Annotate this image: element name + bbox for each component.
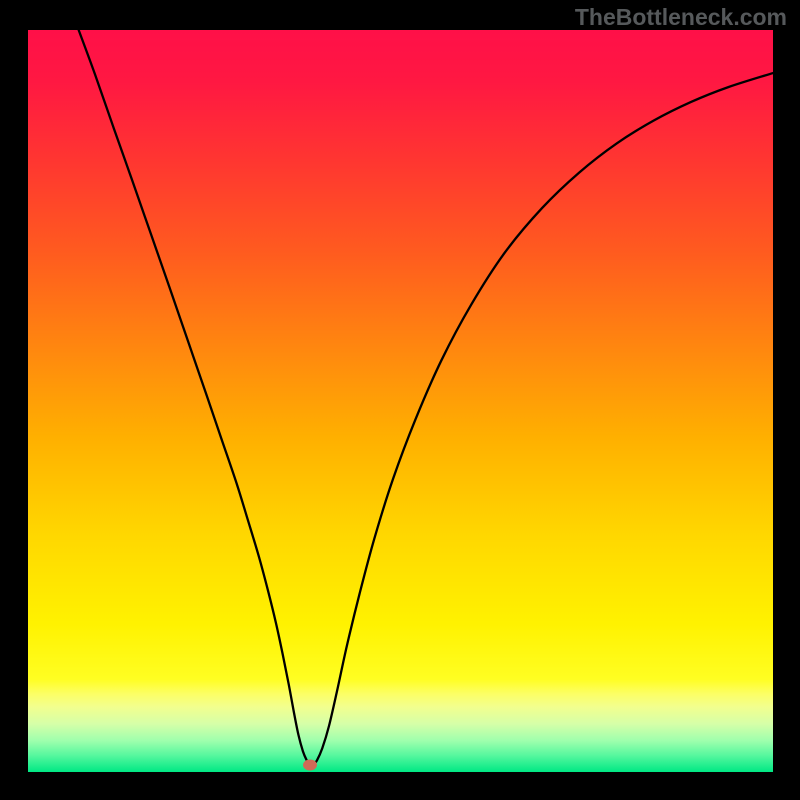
bottleneck-curve xyxy=(28,30,773,772)
chart-frame: TheBottleneck.com xyxy=(0,0,800,800)
watermark-text: TheBottleneck.com xyxy=(575,4,787,31)
gradient-background xyxy=(28,30,773,772)
bottleneck-marker xyxy=(303,759,317,770)
plot-area xyxy=(28,30,773,772)
